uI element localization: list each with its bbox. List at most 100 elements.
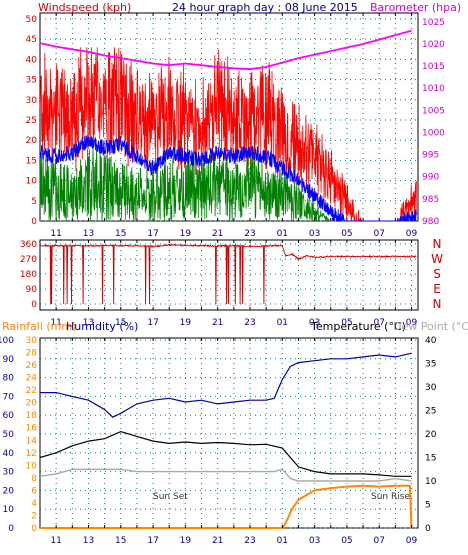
temp-panel xyxy=(39,337,419,529)
x-tick-label: 05 xyxy=(341,536,352,546)
wind-avg-series xyxy=(39,134,417,223)
temp-y-tick-label: 0 xyxy=(425,524,431,534)
compass-label: S xyxy=(433,267,441,281)
x-tick-label: 09 xyxy=(406,536,418,546)
wind-y-tick-label: 15 xyxy=(26,156,37,166)
direction-y-tick-label: 360 xyxy=(20,240,37,250)
compass-label: N xyxy=(433,297,442,311)
rainfall-axis-label: Rainfall (mm) xyxy=(2,320,76,333)
rainfall-series xyxy=(40,484,413,529)
humidity-y-tick-label: 20 xyxy=(3,486,15,496)
wind-y-tick-label: 40 xyxy=(26,55,38,65)
wind-y-tick-label: 5 xyxy=(31,197,37,207)
temp-grid xyxy=(40,338,418,529)
chart-title: 24 hour graph day : 08 June 2015 xyxy=(172,1,358,14)
baro-y-tick-label: 980 xyxy=(422,217,439,227)
rain-y-tick-label: 2 xyxy=(31,511,37,521)
x-tick-label: 13 xyxy=(83,318,94,328)
wind-y-tick-label: 45 xyxy=(26,35,37,45)
dewpoint-series xyxy=(39,468,412,482)
barometer-axis-label: Barometer (hpa) xyxy=(370,1,461,14)
x-tick-label: 03 xyxy=(309,318,320,328)
rain-y-tick-label: 0 xyxy=(31,524,37,534)
humidity-y-tick-label: 80 xyxy=(3,374,15,384)
temp-y-tick-label: 25 xyxy=(425,407,436,417)
x-tick-label: 23 xyxy=(244,229,255,239)
humidity-y-tick-label: 50 xyxy=(3,430,15,440)
direction-series xyxy=(39,243,417,305)
x-tick-label: 05 xyxy=(341,318,352,328)
temperature-series xyxy=(39,430,412,477)
x-tick-label: 19 xyxy=(180,318,192,328)
x-tick-label: 15 xyxy=(115,536,126,546)
x-tick-label: 09 xyxy=(406,318,418,328)
baro-y-tick-label: 1025 xyxy=(422,18,445,28)
x-tick-label: 11 xyxy=(50,536,61,546)
barometer-series xyxy=(39,29,412,71)
humidity-series xyxy=(40,352,412,418)
baro-y-tick-label: 985 xyxy=(422,195,439,205)
windspeed-axis-label: Windspeed (kph) xyxy=(38,1,131,14)
rain-y-tick-label: 28 xyxy=(26,349,38,359)
baro-y-tick-label: 1000 xyxy=(422,128,445,138)
x-tick-label: 21 xyxy=(212,318,223,328)
x-tick-label: 17 xyxy=(147,318,158,328)
x-tick-label: 21 xyxy=(212,229,223,239)
baro-y-tick-label: 995 xyxy=(422,151,439,161)
wind-max-series xyxy=(39,47,417,223)
rain-y-tick-label: 16 xyxy=(26,424,38,434)
compass-label: W xyxy=(431,252,443,266)
baro-y-tick-label: 1005 xyxy=(422,106,445,116)
humidity-y-tick-label: 100 xyxy=(0,336,14,346)
x-tick-label: 17 xyxy=(147,536,158,546)
humidity-y-tick-label: 40 xyxy=(3,449,15,459)
temp-y-tick-label: 20 xyxy=(425,430,437,440)
dewpoint-axis-label: Dew Point (°C) xyxy=(393,320,468,333)
temp-y-tick-label: 30 xyxy=(425,383,437,393)
rain-y-tick-label: 26 xyxy=(26,361,38,371)
wind-y-tick-label: 20 xyxy=(26,136,38,146)
temp-y-tick-label: 40 xyxy=(425,336,437,346)
x-tick-label: 13 xyxy=(83,229,94,239)
x-tick-label: 23 xyxy=(244,536,255,546)
humidity-y-tick-label: 30 xyxy=(3,468,15,478)
wind-series xyxy=(39,29,417,223)
baro-y-tick-label: 990 xyxy=(422,173,439,183)
temp-y-tick-label: 35 xyxy=(425,360,436,370)
wind-y-tick-label: 30 xyxy=(26,96,38,106)
wind-axes: 11 13 15 17 19 21 23 01 03 05 07 090510152025303540… xyxy=(26,13,445,239)
x-tick-label: 13 xyxy=(83,536,94,546)
humidity-y-tick-label: 60 xyxy=(3,411,15,421)
rain-y-tick-label: 22 xyxy=(26,386,37,396)
temp-axes: 11 13 15 17 19 21 23 01 03 05 07 090102030405060708… xyxy=(0,336,437,546)
rain-y-tick-label: 10 xyxy=(26,461,38,471)
temp-y-tick-label: 10 xyxy=(425,477,437,487)
x-tick-label: 15 xyxy=(115,229,126,239)
x-tick-label: 21 xyxy=(212,536,223,546)
x-tick-label: 01 xyxy=(277,318,288,328)
x-tick-label: 19 xyxy=(180,536,192,546)
rain-y-tick-label: 8 xyxy=(31,474,37,484)
compass-label: N xyxy=(433,237,442,251)
direction-y-tick-label: 0 xyxy=(31,300,37,310)
x-tick-label: 07 xyxy=(374,229,385,239)
baro-y-tick-label: 1020 xyxy=(422,40,445,50)
wind-y-tick-label: 35 xyxy=(26,76,37,86)
baro-y-tick-label: 1010 xyxy=(422,84,445,94)
direction-y-tick-label: 90 xyxy=(26,285,38,295)
x-tick-label: 01 xyxy=(277,229,288,239)
sunset-annotation: Sun Set xyxy=(153,492,188,502)
x-tick-label: 03 xyxy=(309,536,320,546)
rain-y-tick-label: 4 xyxy=(31,499,37,509)
humidity-y-tick-label: 90 xyxy=(3,355,15,365)
x-tick-label: 17 xyxy=(147,229,158,239)
humidity-y-tick-label: 0 xyxy=(8,524,14,534)
wind-y-tick-label: 25 xyxy=(26,116,37,126)
x-tick-label: 07 xyxy=(374,318,385,328)
x-tick-label: 15 xyxy=(115,318,126,328)
temp-series xyxy=(39,352,413,529)
rain-y-tick-label: 20 xyxy=(26,399,38,409)
wind-y-tick-label: 50 xyxy=(26,15,38,25)
rain-y-tick-label: 30 xyxy=(26,336,38,346)
